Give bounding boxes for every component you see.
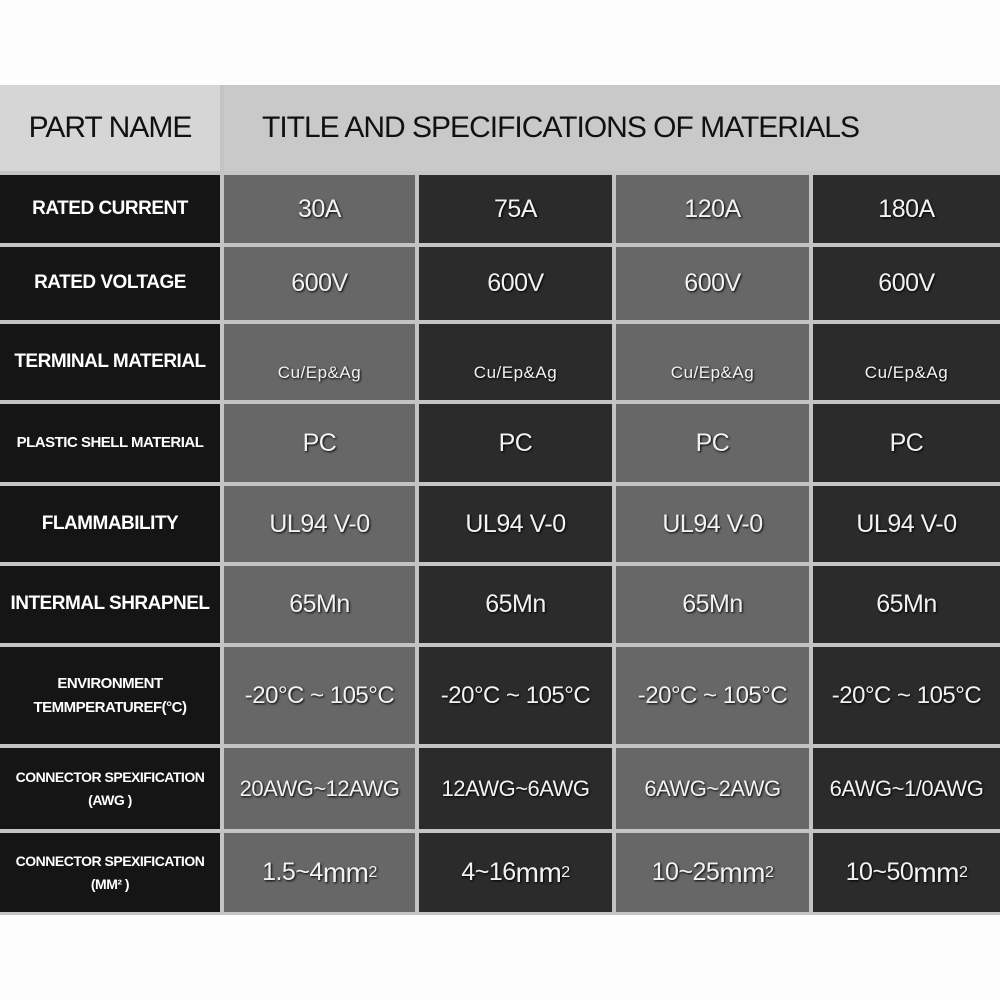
row-label-line2: (AWG ) [88, 791, 132, 808]
spec-cell: 600V [616, 247, 809, 320]
spec-cell: 65Mn [224, 566, 415, 643]
spec-cell: PC [419, 404, 612, 482]
spec-cell: Cu/Ep&Ag [419, 324, 612, 400]
spec-cell: 600V [419, 247, 612, 320]
spec-cell: Cu/Ep&Ag [616, 324, 809, 400]
spec-value: 10~25 [651, 858, 720, 886]
spec-cell: 120A [616, 175, 809, 243]
spec-cell: -20°C ~ 105°C [419, 647, 612, 744]
row-label: RATED CURRENT [0, 175, 220, 243]
spec-cell: 600V [224, 247, 415, 320]
spec-unit: mm [515, 856, 562, 888]
row-label: INTERMAL SHRAPNEL [0, 566, 220, 643]
spec-cell: 75A [419, 175, 612, 243]
spec-unit-exponent: 2 [764, 863, 774, 881]
spec-cell: 65Mn [813, 566, 1000, 643]
spec-cell: Cu/Ep&Ag [224, 324, 415, 400]
spec-cell: Cu/Ep&Ag [813, 324, 1000, 400]
spec-cell: PC [224, 404, 415, 482]
row-label: RATED VOLTAGE [0, 247, 220, 320]
table-title-header: TITLE AND SPECIFICATIONS OF MATERIALS [224, 85, 1000, 171]
spec-value: 10~50 [845, 858, 914, 886]
spec-cell: 4~16 mm 2 [419, 833, 612, 912]
spec-cell: 6AWG~1/0AWG [813, 748, 1000, 829]
spec-cell: 65Mn [616, 566, 809, 643]
spec-unit-exponent: 2 [561, 863, 570, 881]
spec-cell: 180A [813, 175, 1000, 243]
row-label-line2: (MM² ) [90, 875, 130, 892]
spec-cell: 20AWG~12AWG [224, 748, 415, 829]
row-label: FLAMMABILITY [0, 486, 220, 562]
row-label: ENVIRONMENT TEMMPERATUREF(°C) [0, 647, 220, 744]
spec-unit-exponent: 2 [368, 863, 378, 881]
spec-unit: mm [322, 856, 369, 888]
spec-table: PART NAME TITLE AND SPECIFICATIONS OF MA… [0, 85, 1000, 915]
spec-cell: -20°C ~ 105°C [813, 647, 1000, 744]
spec-unit: mm [719, 856, 765, 888]
spec-cell: -20°C ~ 105°C [616, 647, 809, 744]
spec-value: 4~16 [461, 858, 516, 886]
spec-cell: UL94 V-0 [616, 486, 809, 562]
part-name-header: PART NAME [0, 85, 220, 171]
spec-cell: UL94 V-0 [419, 486, 612, 562]
row-label: PLASTIC SHELL MATERIAL [0, 404, 220, 482]
spec-cell: 65Mn [419, 566, 612, 643]
spec-cell: 6AWG~2AWG [616, 748, 809, 829]
row-label: CONNECTOR SPEXIFICATION (MM² ) [0, 833, 220, 912]
row-label-line2: TEMMPERATUREF(°C) [33, 698, 187, 716]
row-label-line1: ENVIRONMENT [57, 674, 163, 692]
spec-cell: 10~50 mm 2 [813, 833, 1000, 912]
spec-cell: 30A [224, 175, 415, 243]
spec-cell: 600V [813, 247, 1000, 320]
spec-cell: 10~25 mm 2 [616, 833, 809, 912]
row-label: CONNECTOR SPEXIFICATION (AWG ) [0, 748, 220, 829]
spec-cell: UL94 V-0 [224, 486, 415, 562]
spec-cell: 1.5~4 mm 2 [224, 833, 415, 912]
row-label-line1: CONNECTOR SPEXIFICATION [15, 769, 205, 786]
spec-cell: -20°C ~ 105°C [224, 647, 415, 744]
spec-cell: UL94 V-0 [813, 486, 1000, 562]
spec-unit-exponent: 2 [958, 863, 968, 881]
spec-cell: PC [813, 404, 1000, 482]
row-label: TERMINAL MATERIAL [0, 324, 220, 400]
row-label-line1: CONNECTOR SPEXIFICATION [15, 853, 205, 870]
spec-cell: 12AWG~6AWG [419, 748, 612, 829]
spec-value: 1.5~4 [262, 858, 323, 886]
spec-unit: mm [913, 856, 959, 888]
spec-cell: PC [616, 404, 809, 482]
